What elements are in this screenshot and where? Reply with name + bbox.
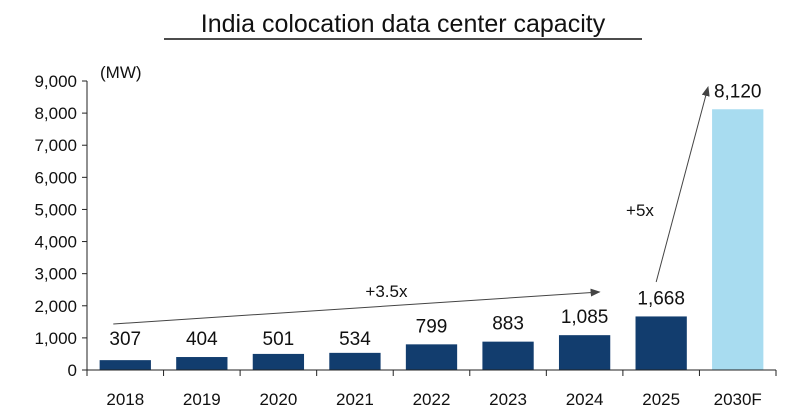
bar [176, 357, 228, 370]
y-tick-label: 5,000 [34, 200, 77, 219]
bar-forecast [712, 109, 764, 370]
chart-title: India colocation data center capacity [201, 10, 606, 38]
bar [329, 352, 381, 370]
x-tick-label: 2020 [259, 390, 297, 409]
bar-series: 307 404 501 534 799 883 1,085 1,668 8,120 [99, 81, 764, 370]
data-label: 501 [263, 329, 295, 350]
data-label: 883 [492, 314, 524, 335]
growth-arrow-5x [655, 86, 710, 283]
y-tick-label: 7,000 [34, 136, 77, 155]
bar [635, 316, 687, 370]
y-tick-label: 2,000 [34, 297, 77, 316]
x-tick-label: 2030F [714, 390, 762, 409]
y-tick-label: 9,000 [34, 72, 77, 91]
y-tick-label: 0 [68, 361, 77, 380]
data-label: 1,668 [637, 288, 685, 309]
x-tick-label: 2024 [566, 390, 604, 409]
bar [99, 360, 151, 370]
x-tick-label: 2019 [183, 390, 221, 409]
x-tick-label: 2022 [413, 390, 451, 409]
y-tick-label: 1,000 [34, 329, 77, 348]
data-label: 534 [339, 329, 371, 350]
bar [252, 353, 305, 370]
data-label: 307 [109, 329, 141, 350]
y-axis-unit-label: (MW) [100, 63, 142, 82]
y-tick-label: 4,000 [34, 233, 77, 252]
growth-arrow-3-5x [113, 288, 601, 325]
growth-label-5x: +5x [626, 201, 654, 220]
data-label: 1,085 [561, 307, 609, 328]
x-tick-label: 2018 [106, 390, 144, 409]
y-tick-label: 6,000 [34, 168, 77, 187]
bar [482, 341, 534, 370]
x-tick-label: 2025 [642, 390, 680, 409]
x-axis: 2018 2019 2020 2021 2022 2023 2024 2025 2030F [86, 369, 777, 409]
growth-label-3-5x: +3.5x [365, 282, 408, 301]
y-tick-label: 3,000 [34, 265, 77, 284]
data-label: 404 [186, 329, 218, 350]
data-label: 799 [416, 316, 448, 337]
bar [405, 344, 458, 370]
x-tick-label: 2023 [489, 390, 527, 409]
growth-annotations: +3.5x +5x [113, 86, 710, 325]
bar [558, 335, 611, 370]
x-tick-label: 2021 [336, 390, 374, 409]
y-tick-label: 8,000 [34, 104, 77, 123]
data-label: 8,120 [714, 81, 762, 102]
y-axis: 0 1,000 2,000 3,000 4,000 5,000 6,000 7,000 8,00… [34, 72, 88, 380]
